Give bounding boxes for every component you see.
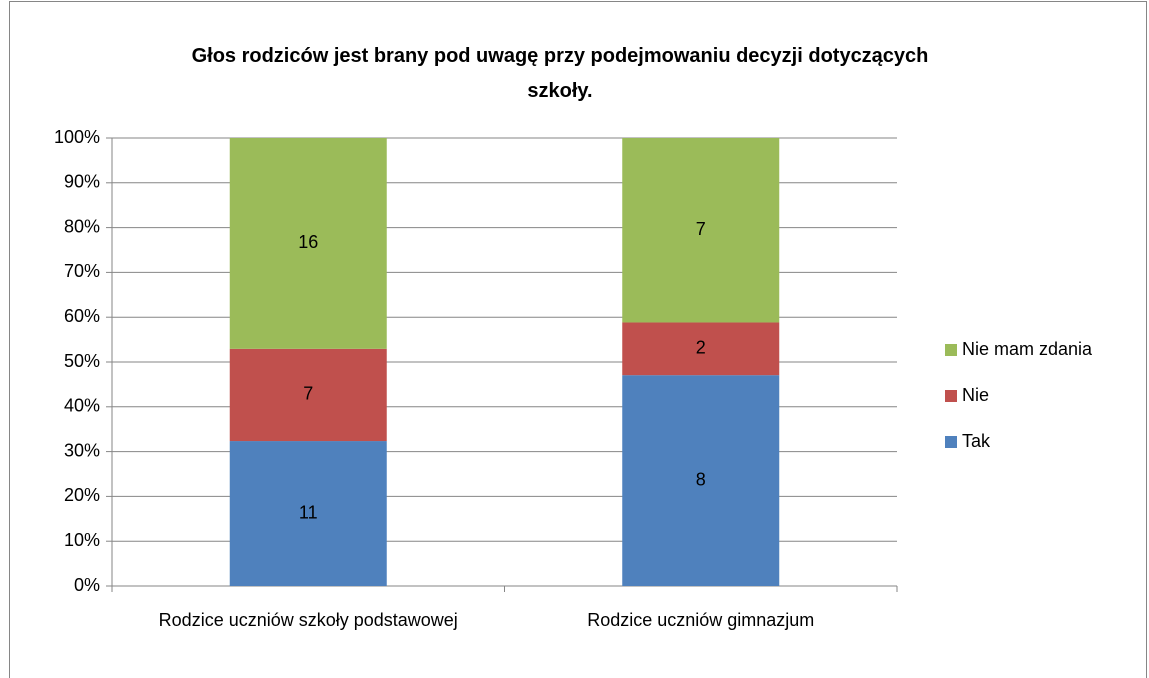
data-label: 8 xyxy=(696,469,706,489)
y-tick-label: 0% xyxy=(74,575,100,595)
data-label: 11 xyxy=(299,502,318,522)
bar-segment xyxy=(229,441,387,586)
bar-segment xyxy=(622,375,780,586)
bar-segment xyxy=(229,138,387,349)
y-tick-label: 60% xyxy=(64,306,100,326)
data-label: 2 xyxy=(696,338,706,358)
y-tick-label: 10% xyxy=(64,530,100,550)
y-tick-label: 50% xyxy=(64,351,100,371)
x-tick-label: Rodzice uczniów gimnazjum xyxy=(587,610,814,630)
bar-segment xyxy=(622,322,780,376)
chart-title: Głos rodziców jest brany pod uwagę przy … xyxy=(192,45,929,102)
y-tick-label: 70% xyxy=(64,261,100,281)
y-tick-label: 100% xyxy=(54,127,100,147)
bar-segment xyxy=(229,348,387,442)
y-tick-label: 20% xyxy=(64,485,100,505)
x-tick-label: Rodzice uczniów szkoły podstawowej xyxy=(159,610,458,630)
y-tick-label: 40% xyxy=(64,396,100,416)
legend-swatch xyxy=(945,344,957,356)
legend-swatch xyxy=(945,390,957,402)
bar-segment xyxy=(622,138,780,323)
y-tick-label: 30% xyxy=(64,440,100,460)
y-tick-label: 90% xyxy=(64,172,100,192)
legend-label: Nie mam zdania xyxy=(962,339,1093,359)
data-label: 7 xyxy=(696,219,706,239)
legend-swatch xyxy=(945,436,957,448)
data-label: 16 xyxy=(298,232,318,252)
legend-label: Nie xyxy=(962,385,989,405)
legend-label: Tak xyxy=(962,431,991,451)
chart-frame xyxy=(9,1,1147,678)
y-tick-label: 80% xyxy=(64,216,100,236)
data-label: 7 xyxy=(303,384,313,404)
